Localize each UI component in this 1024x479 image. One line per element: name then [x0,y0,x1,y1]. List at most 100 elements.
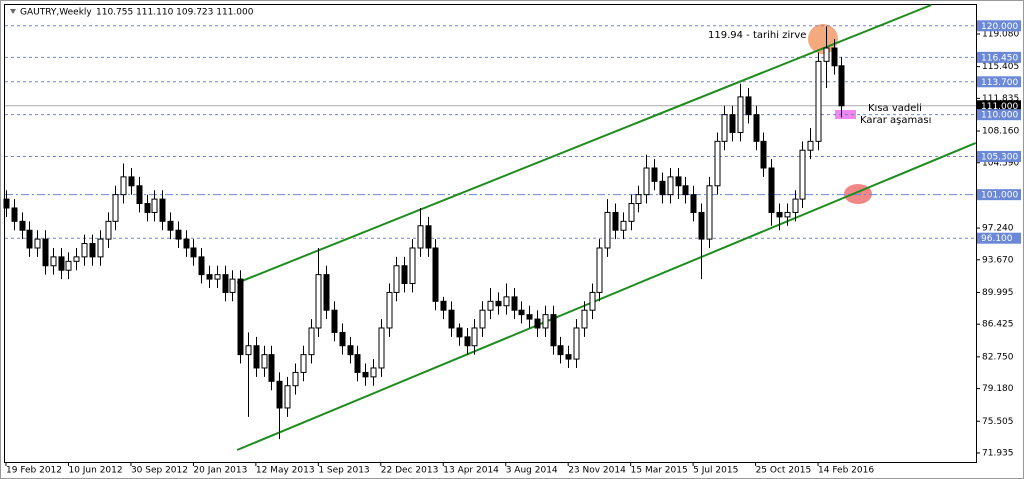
candle-body [198,256,205,276]
level-label: 96.100 [981,234,1013,244]
annotation: Kısa vadeli [868,103,922,114]
candle-body [378,327,385,369]
candle-body [183,238,190,249]
candle-body [737,96,744,133]
candle-body [784,211,791,218]
candle-body [518,309,525,316]
candle-body [526,314,533,320]
candle-body [58,256,65,271]
candle-body [323,274,330,311]
candle-body [105,220,112,240]
candle-body [144,203,151,213]
level-label-box [977,76,1021,88]
candle-body [503,296,510,307]
x-tick-label: 19 Feb 2012 [6,466,62,476]
y-tick-label: 108.160 [982,127,1019,137]
level-label: 120.000 [981,22,1018,32]
candle-body [354,354,361,373]
x-tick-label: 12 May 2013 [256,466,315,476]
y-tick-label: 71.935 [982,448,1014,458]
candle-body [471,327,478,347]
highlight-peak [808,24,838,54]
x-tick-label: 14 Feb 2016 [818,466,874,476]
candle-body [65,260,72,271]
candle-body [206,274,213,280]
candle-body [659,180,666,196]
candle-body [222,274,229,293]
candle-body [331,309,338,333]
candle-body [432,247,439,302]
candle-body [831,47,838,67]
candle-body [745,96,752,116]
candle-body [120,176,127,196]
candle-body [495,300,502,307]
x-tick-label: 20 Jan 2013 [193,466,247,476]
candle-body [237,278,244,356]
x-tick-label: 5 Jul 2015 [693,466,738,476]
candle-body [97,238,104,258]
candle-body [479,309,486,329]
trend-line [236,142,977,451]
x-tick-label: 25 Oct 2015 [756,466,812,476]
candle-body [214,274,221,280]
candle-body [675,176,682,187]
candle-body [487,300,494,311]
y-tick-label: 104.590 [982,158,1019,168]
candle-body [799,149,806,200]
candle-body [667,176,674,196]
candle-body [190,247,197,258]
x-tick-label: 15 Mar 2015 [631,466,688,476]
level-label: 105.300 [981,152,1018,162]
candle-body [550,314,557,347]
header-info: 110.755 111.110 109.723 111.000 [96,8,254,18]
candle-body [11,207,18,222]
candle-body [393,265,400,293]
x-tick-label: 1 Sep 2013 [318,466,369,476]
level-label-box [977,150,1021,162]
candle-body [511,296,518,311]
candle-body [706,185,713,240]
level-label: 101.000 [981,191,1018,201]
y-tick-label: 75.505 [982,417,1014,427]
y-tick-label: 119.080 [982,29,1019,39]
x-tick-label: 13 Apr 2014 [443,466,499,476]
candle-body [807,140,814,151]
candle-body [112,194,119,222]
level-label-box [977,20,1021,32]
level-label-box [977,51,1021,63]
level-label: 116.450 [981,53,1018,63]
candle-body [612,211,619,231]
candle-body [315,274,322,329]
candle-body [276,380,283,409]
candle-body [464,336,471,347]
level-label-box [977,109,1021,121]
candle-body [729,114,736,133]
y-tick-label: 97.240 [982,224,1014,234]
candle-body [81,243,88,258]
candle-body [245,345,252,356]
level-label-box [977,100,1021,112]
candle-body [42,238,49,267]
candle-body [557,345,564,356]
symbol-icon [10,9,16,14]
x-tick-label: 10 Jun 2012 [68,466,122,476]
x-tick-label: 22 Dec 2013 [381,466,439,476]
candle-body [308,327,315,356]
y-tick-label: 86.425 [982,320,1014,330]
candle-body [690,194,697,213]
candle-body [425,225,432,249]
x-tick-label: 3 Aug 2014 [506,466,558,476]
candle-body [409,247,416,285]
candle-body [261,354,268,369]
candle-body [175,229,182,240]
candle-body [167,220,174,231]
candle-body [753,114,760,142]
candle-body [635,194,642,205]
candle-body [229,278,236,293]
y-tick-label: 93.670 [982,255,1014,265]
level-label-box [977,189,1021,201]
level-label: 110.000 [981,111,1018,121]
